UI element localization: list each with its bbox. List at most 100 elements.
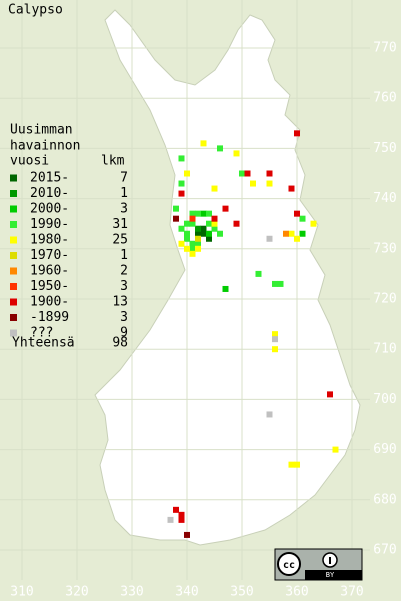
observation-square [178,180,185,187]
observation-square [167,516,174,523]
observation-square [266,170,273,177]
observation-square [173,205,179,212]
observation-square [189,240,196,247]
observation-square [189,210,196,217]
x-tick-label: 340 [175,585,198,600]
y-tick-label: 700 [373,392,396,407]
observation-square [233,150,240,157]
observation-square [283,230,289,237]
legend-count: 25 [112,233,128,248]
observation-square [200,225,207,232]
legend-label: ??? [30,326,53,341]
observation-square [310,220,317,227]
legend-label: 1990- [30,217,69,232]
observation-square [266,180,273,187]
x-tick-label: 370 [340,585,363,600]
legend-count: 7 [120,171,128,186]
observation-square [184,230,190,237]
y-tick-label: 730 [373,241,396,256]
observation-square [211,215,218,222]
observation-square [195,240,201,247]
observation-square [332,446,339,453]
observation-square [178,225,185,232]
legend-count: 1 [120,248,128,263]
observation-square [294,235,300,242]
observation-square [178,516,185,523]
legend-count: 3 [120,202,128,217]
observation-square [173,506,179,513]
observation-square [272,336,278,343]
observation-square [195,230,201,237]
observation-square [294,130,300,137]
observation-square [200,140,207,147]
observation-square [255,270,262,277]
legend-swatch [10,314,17,321]
observation-square [272,346,278,353]
observation-square [184,531,190,538]
observation-square [189,245,196,252]
observation-square [195,245,201,252]
legend-swatch [10,283,17,290]
y-tick-label: 740 [373,191,396,206]
legend-swatch [10,252,17,259]
observation-square [294,461,300,468]
observation-square [222,285,229,292]
x-tick-label: 320 [65,585,88,600]
observation-square [200,230,207,237]
observation-square [178,155,185,162]
x-tick-label: 310 [10,585,33,600]
legend-swatch [10,190,17,197]
observation-square [266,235,273,242]
observation-square [266,411,273,418]
observation-square [206,235,212,242]
observation-square [206,210,212,217]
land [94,9,361,546]
observation-square [250,180,256,187]
legend-heading: havainnon [10,139,80,154]
observation-square [184,245,190,252]
y-tick-label: 720 [373,292,396,307]
observation-square [195,225,201,232]
svg-text:cc: cc [283,560,295,571]
legend-heading: Uusimman [10,123,73,138]
legend-swatch [10,329,17,337]
observation-square [217,145,223,152]
observation-square [189,220,196,227]
y-tick-label: 770 [373,41,396,56]
legend-label: 1970- [30,248,69,263]
observation-square [211,225,218,232]
observation-square [217,230,223,237]
legend-label: 2000- [30,202,69,217]
observation-square [206,230,212,237]
observation-square [244,170,251,177]
y-tick-label: 710 [373,342,396,357]
legend-count-heading: lkm [101,154,125,169]
observation-square [200,210,207,217]
legend-count: 31 [112,217,128,232]
legend-count: 2 [120,264,128,279]
legend-swatch [10,205,17,213]
y-tick-label: 680 [373,492,396,507]
legend-count: 3 [120,279,128,294]
observation-square [195,235,201,242]
legend-swatch [10,221,17,228]
observation-square [272,280,278,287]
grid [0,0,370,580]
observation-square [211,220,218,227]
legend-label: 2015- [30,171,69,186]
y-tick-label: 760 [373,91,396,106]
x-tick-label: 350 [230,585,253,600]
observation-square [299,215,306,222]
legend-swatch [10,174,17,182]
observation-square [233,220,240,227]
observation-square [239,170,245,177]
legend-swatch [10,298,17,306]
observation-square [184,220,190,227]
observation-square [189,250,196,257]
total-label: Yhteensä [12,336,75,351]
observation-square [288,461,295,468]
observation-square [211,185,218,192]
observation-square [189,215,196,222]
